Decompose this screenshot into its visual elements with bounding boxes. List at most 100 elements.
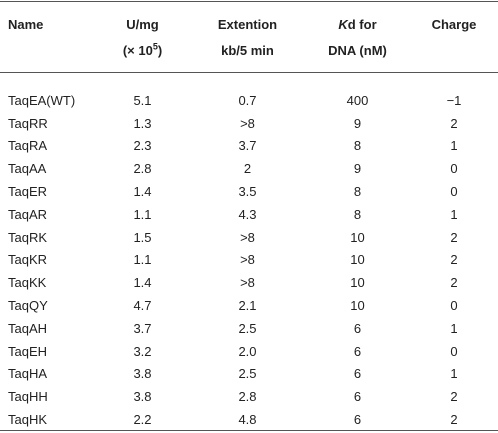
table-row: TaqRK 1.5 >8 10 2 (0, 226, 498, 249)
cell-value: 2.0 (238, 343, 257, 359)
variant-name: TaqKR (8, 252, 48, 268)
cell-value: 2 (450, 389, 458, 405)
header-text: (× 10 (122, 43, 153, 58)
header-text: Charge (431, 17, 477, 32)
cell-value: 2 (243, 161, 252, 177)
cell-value: 1.5 (133, 229, 152, 245)
cell-value: 3.7 (133, 320, 152, 336)
cell-value: 2.3 (133, 138, 152, 154)
table-row: TaqAR 1.1 4.3 8 1 (0, 203, 498, 226)
cell-value: 3.5 (238, 184, 257, 200)
header-cell: U/mg (× 105) (95, 2, 190, 81)
cell-value: 0 (450, 298, 458, 314)
table-row: TaqEH 3.2 2.0 6 0 (0, 340, 498, 363)
variant-name: TaqRR (8, 115, 48, 131)
cell-value: 1 (450, 206, 458, 222)
table-row: TaqHK 2.2 4.8 6 2 (0, 408, 498, 431)
variant-name: TaqHK (8, 412, 48, 428)
cell-value: 8 (353, 206, 362, 222)
cell-value: 9 (353, 161, 362, 177)
cell-value: 2 (450, 252, 458, 268)
header-line: Name (8, 12, 95, 38)
cell-value: 10 (350, 252, 365, 268)
superscript: 5 (152, 41, 158, 52)
header-line: Extention (190, 12, 305, 38)
variant-name: TaqAH (8, 320, 48, 336)
header-cell: Charge (410, 2, 498, 81)
table-row: TaqKK 1.4 >8 10 2 (0, 271, 498, 294)
header-line: kb/5 min (190, 38, 305, 64)
table-row: TaqHA 3.8 2.5 6 1 (0, 363, 498, 386)
cell-value: −1 (446, 92, 462, 108)
cell-value: 8 (353, 184, 362, 200)
table-row: TaqEA(WT) 5.1 0.7 400 −1 (0, 81, 498, 112)
cell-value: 1.1 (133, 206, 152, 222)
cell-value: 2 (450, 115, 458, 131)
header-text: kb/5 min (221, 43, 274, 58)
cell-value: 9 (353, 115, 362, 131)
cell-value: 5.1 (133, 92, 152, 108)
header-row: Name U/mg (× 105) Extention kb/5 min Kd for DN… (0, 2, 498, 81)
cell-value: 6 (353, 320, 362, 336)
cell-value: 2.5 (238, 366, 257, 382)
cell-value: 1.4 (133, 275, 152, 291)
cell-value: 0 (450, 184, 458, 200)
table-row: TaqHH 3.8 2.8 6 2 (0, 385, 498, 408)
cell-value: 2.5 (238, 320, 257, 336)
cell-value: 4.3 (238, 206, 257, 222)
variant-name: TaqRA (8, 138, 48, 154)
variant-name: TaqKK (8, 275, 47, 291)
header-text: U/mg (126, 17, 159, 32)
cell-value: 0 (450, 161, 458, 177)
variant-name: TaqER (8, 184, 48, 200)
variant-name: TaqQY (8, 298, 48, 314)
table-row: TaqQY 4.7 2.1 10 0 (0, 294, 498, 317)
header-line: U/mg (95, 12, 190, 38)
cell-value: 1.4 (133, 184, 152, 200)
cell-value: 0.7 (238, 92, 257, 108)
cell-value: >8 (240, 115, 255, 131)
top-rule (0, 1, 498, 2)
variant-name: TaqHA (8, 366, 48, 382)
cell-value: 10 (350, 275, 365, 291)
cell-value: 2.8 (238, 389, 257, 405)
cell-value: 1.3 (133, 115, 152, 131)
header-text: DNA (nM) (328, 43, 387, 58)
italic-text: K (338, 17, 348, 32)
cell-value: 2.8 (133, 161, 152, 177)
bottom-rule (0, 430, 498, 431)
cell-value: 1 (450, 366, 458, 382)
variant-name: TaqHH (8, 389, 48, 405)
header-text: Name (8, 17, 44, 32)
cell-value: 6 (353, 366, 362, 382)
table-row: TaqRA 2.3 3.7 8 1 (0, 135, 498, 158)
cell-value: 3.8 (133, 389, 152, 405)
header-text: ) (157, 43, 163, 58)
cell-value: 6 (353, 343, 362, 359)
table-body: TaqEA(WT) 5.1 0.7 400 −1 TaqRR 1.3 >8 9 2 TaqRA 2.3… (0, 81, 498, 431)
variant-name: TaqRK (8, 229, 48, 245)
header-text: Extention (217, 17, 278, 32)
table-row: TaqRR 1.3 >8 9 2 (0, 112, 498, 135)
cell-value: 6 (353, 389, 362, 405)
header-cell: Kd for DNA (nM) (305, 2, 410, 81)
cell-value: 3.7 (238, 138, 257, 154)
header-cell: Extention kb/5 min (190, 2, 305, 81)
cell-value: 1 (450, 320, 458, 336)
header-text: d for (347, 17, 377, 32)
cell-value: >8 (240, 252, 255, 268)
cell-value: 3.8 (133, 366, 152, 382)
variant-name: TaqAR (8, 206, 48, 222)
cell-value: 2 (450, 229, 458, 245)
header-line: (× 105) (95, 38, 190, 64)
cell-value: 8 (353, 138, 362, 154)
header-rule (0, 72, 498, 73)
cell-value: 3.2 (133, 343, 152, 359)
cell-value: 2 (450, 275, 458, 291)
variant-name: TaqAA (8, 161, 47, 177)
cell-value: 10 (350, 298, 365, 314)
table-row: TaqAH 3.7 2.5 6 1 (0, 317, 498, 340)
cell-value: 0 (450, 343, 458, 359)
